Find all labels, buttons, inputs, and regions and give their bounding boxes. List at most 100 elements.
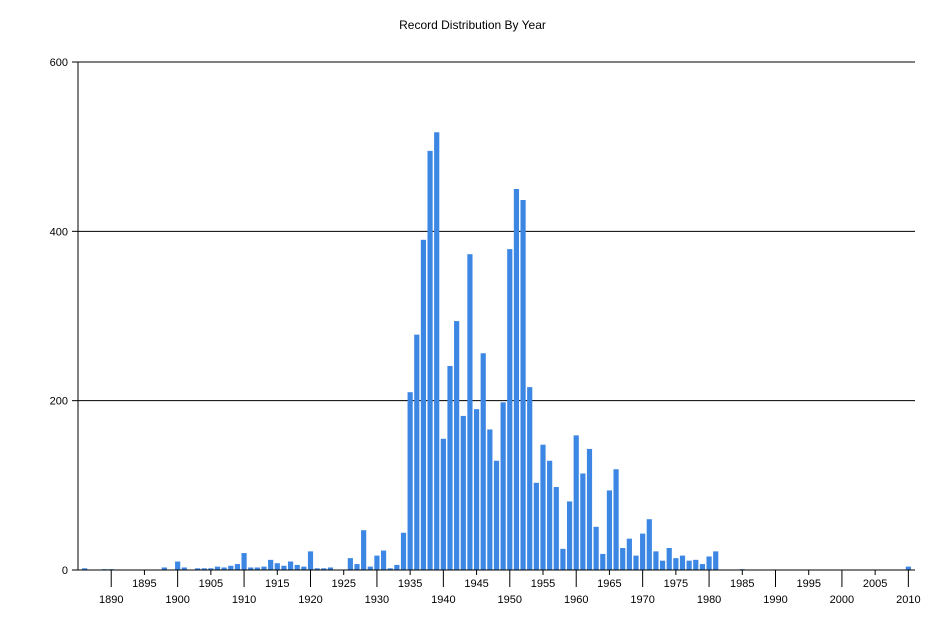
bar-1957	[553, 487, 559, 570]
bar-1965	[606, 490, 613, 570]
bar-1962	[586, 448, 593, 570]
bar-1963	[593, 526, 599, 570]
bar-1976	[679, 555, 686, 570]
bar-1952	[520, 200, 526, 571]
bar-1911	[248, 567, 254, 570]
y-tick-label-200: 200	[50, 396, 68, 408]
bar-1898	[161, 567, 167, 570]
bar-1949	[500, 402, 506, 570]
y-tick-label-0: 0	[62, 565, 68, 577]
bar-1958	[560, 548, 566, 570]
bar-1931	[380, 550, 387, 570]
x-tick-label-1905: 1905	[199, 578, 223, 590]
bar-1946	[480, 353, 486, 570]
bar-1940	[440, 438, 446, 570]
bar-1959	[566, 501, 573, 570]
x-tick-label-1920: 1920	[298, 594, 322, 606]
x-tick-label-2005: 2005	[863, 578, 887, 590]
bar-1909	[234, 564, 241, 570]
bar-1905	[208, 568, 214, 570]
x-tick-label-1915: 1915	[265, 578, 289, 590]
bar-1920	[307, 551, 314, 570]
x-tick-label-1940: 1940	[431, 594, 455, 606]
bar-1978	[693, 559, 699, 570]
bar-1974	[666, 547, 672, 570]
bar-1967	[620, 547, 626, 570]
bar-1943	[460, 415, 466, 570]
bar-1917	[287, 561, 294, 570]
y-tick-label-400: 400	[50, 226, 68, 238]
x-tick-label-2000: 2000	[830, 594, 854, 606]
bar-1923	[327, 567, 334, 570]
x-tick-label-1890: 1890	[99, 594, 123, 606]
x-tick-label-1975: 1975	[664, 578, 688, 590]
bar-1910	[241, 553, 247, 570]
bar-1964	[600, 553, 606, 570]
bar-1938	[427, 150, 433, 570]
bar-1966	[613, 469, 619, 570]
bar-1955	[540, 444, 546, 570]
bar-1961	[580, 473, 586, 570]
x-tick-label-1970: 1970	[630, 594, 654, 606]
x-tick-label-1960: 1960	[564, 594, 588, 606]
bar-1971	[646, 519, 652, 570]
x-axis-ticks: 1890 1895 1900 1905 1910 1915 1920 1925 1930 1935…	[99, 570, 921, 606]
bar-1981	[713, 551, 719, 570]
bar-1950	[507, 249, 513, 570]
bar-1907	[221, 567, 227, 570]
bar-1945	[473, 409, 480, 570]
bar-1937	[420, 239, 427, 571]
x-tick-label-1930: 1930	[365, 594, 389, 606]
bar-1929	[367, 566, 373, 570]
bar-1913	[261, 566, 267, 570]
bar-1926	[347, 558, 353, 570]
x-tick-label-1895: 1895	[132, 578, 156, 590]
bar-1921	[314, 568, 320, 570]
bar-1935	[407, 392, 413, 570]
bar-1948	[493, 460, 500, 570]
bar-1928	[361, 530, 367, 570]
bar-1901	[181, 567, 187, 570]
bar-1970	[640, 533, 646, 570]
x-tick-label-1910: 1910	[232, 594, 256, 606]
bar-1930	[374, 555, 380, 570]
bar-1918	[294, 564, 300, 570]
bar-1904	[201, 568, 207, 570]
bar-1972	[653, 551, 659, 570]
bar-1933	[394, 564, 400, 570]
y-tick-label-600: 600	[50, 57, 68, 69]
x-tick-label-1945: 1945	[464, 578, 488, 590]
x-tick-label-1965: 1965	[597, 578, 621, 590]
bar-1919	[301, 566, 307, 570]
bar-1973	[659, 560, 666, 570]
bar-2010	[905, 566, 911, 570]
x-tick-label-1935: 1935	[398, 578, 422, 590]
x-tick-label-1955: 1955	[531, 578, 555, 590]
bar-1953	[527, 387, 533, 570]
bar-1941	[447, 365, 453, 570]
bar-1968	[626, 538, 632, 570]
x-tick-label-1925: 1925	[331, 578, 355, 590]
x-tick-label-1995: 1995	[796, 578, 820, 590]
x-tick-label-1950: 1950	[498, 594, 522, 606]
bar-1956	[547, 460, 553, 570]
bar-1900	[175, 561, 181, 570]
bar-1915	[274, 563, 280, 570]
bar-1922	[321, 568, 327, 570]
bar-1906	[214, 566, 221, 570]
bar-1886	[82, 568, 88, 570]
bar-1927	[354, 564, 360, 570]
bar-1944	[467, 254, 473, 570]
x-tick-label-1980: 1980	[697, 594, 721, 606]
grid-lines	[78, 61, 915, 402]
bars	[82, 132, 911, 571]
bar-1908	[228, 565, 234, 570]
bar-1975	[673, 558, 679, 570]
chart-title: Record Distribution By Year	[399, 18, 546, 32]
bar-1932	[387, 568, 393, 570]
bar-1934	[400, 532, 407, 570]
bar-1980	[706, 556, 712, 570]
bar-1951	[513, 189, 520, 570]
x-tick-label-2010: 2010	[896, 594, 920, 606]
x-tick-label-1900: 1900	[165, 594, 189, 606]
